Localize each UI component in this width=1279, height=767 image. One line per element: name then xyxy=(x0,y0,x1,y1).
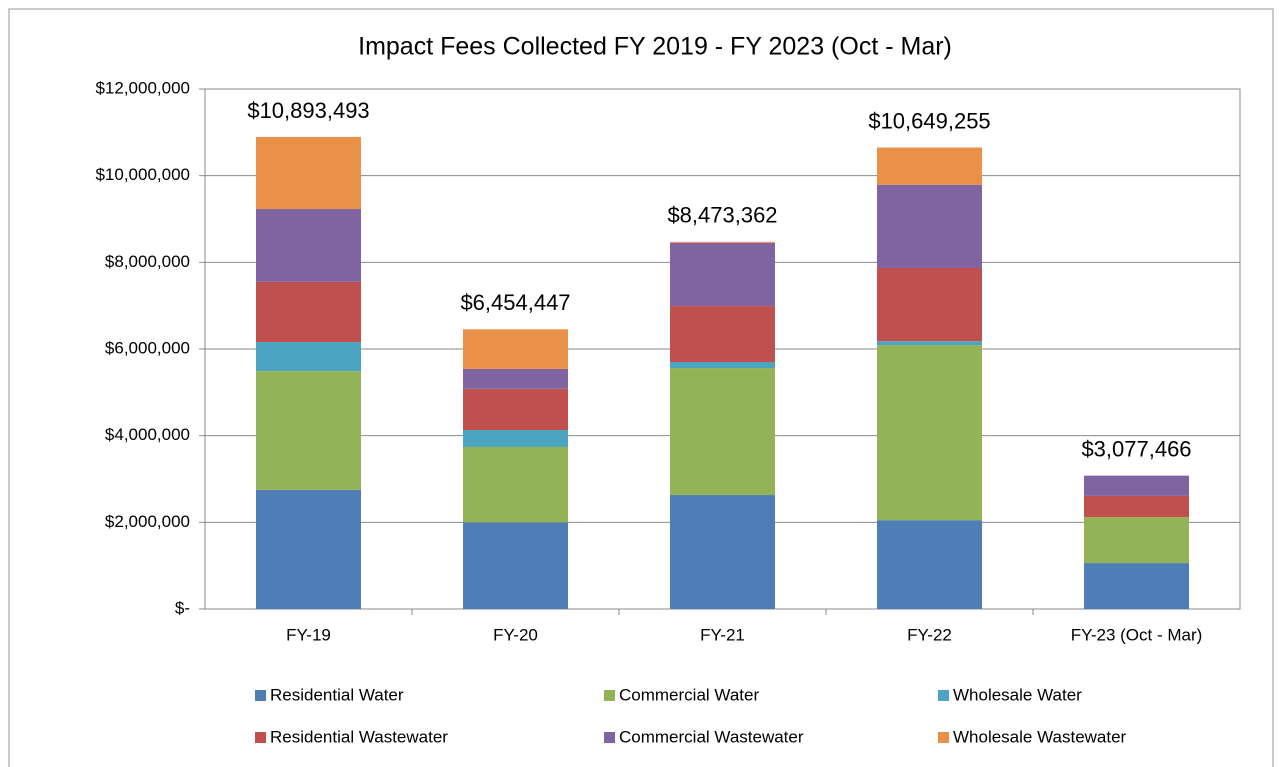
bar-segment xyxy=(256,371,361,490)
bar-segment xyxy=(256,342,361,372)
bar-segment xyxy=(877,520,982,609)
x-tick-label: FY-21 xyxy=(700,625,745,644)
chart-title: Impact Fees Collected FY 2019 - FY 2023 … xyxy=(358,33,952,61)
legend-label: Wholesale Water xyxy=(953,685,1082,704)
legend-label: Commercial Water xyxy=(619,685,759,704)
x-tick-label: FY-23 (Oct - Mar) xyxy=(1071,625,1203,644)
bar-segment xyxy=(256,489,361,609)
y-tick-label: $6,000,000 xyxy=(105,338,190,357)
bar-segment xyxy=(670,241,775,243)
bar-segment xyxy=(256,281,361,343)
bar-segment xyxy=(463,446,568,523)
y-tick-label: $2,000,000 xyxy=(105,512,190,531)
bar-segment xyxy=(670,495,775,609)
x-tick-label: FY-19 xyxy=(286,625,331,644)
total-label: $10,893,493 xyxy=(247,98,369,123)
legend-label: Wholesale Wastewater xyxy=(953,727,1127,746)
y-tick-label: $10,000,000 xyxy=(95,165,190,184)
y-tick-label: $- xyxy=(175,598,190,617)
bar-segment xyxy=(463,368,568,389)
bar-segment xyxy=(670,362,775,369)
bar-segment xyxy=(463,430,568,447)
bar-segment xyxy=(877,184,982,268)
total-label: $8,473,362 xyxy=(667,203,777,228)
bar-segment xyxy=(670,242,775,307)
chart-frame xyxy=(8,8,1274,767)
legend-label: Commercial Wastewater xyxy=(619,727,804,746)
bar-segment xyxy=(670,306,775,362)
bar-segment xyxy=(1084,495,1189,518)
legend-swatch xyxy=(938,732,949,743)
legend-swatch xyxy=(604,732,615,743)
bar-segment xyxy=(463,329,568,369)
bar-segment xyxy=(1084,517,1189,564)
bar-segment xyxy=(256,136,361,210)
legend-swatch xyxy=(255,732,266,743)
bar-segment xyxy=(877,267,982,342)
bar-segment xyxy=(877,345,982,521)
legend-swatch xyxy=(604,690,615,701)
x-tick-label: FY-22 xyxy=(907,625,952,644)
bar-segment xyxy=(463,522,568,609)
total-label: $3,077,466 xyxy=(1081,436,1191,461)
bar-segment xyxy=(256,209,361,282)
bar-segment xyxy=(877,341,982,346)
legend-swatch xyxy=(255,690,266,701)
x-tick-label: FY-20 xyxy=(493,625,538,644)
legend-swatch xyxy=(938,690,949,701)
bar-segment xyxy=(877,147,982,185)
total-label: $6,454,447 xyxy=(460,290,570,315)
y-tick-label: $8,000,000 xyxy=(105,252,190,271)
y-tick-label: $4,000,000 xyxy=(105,425,190,444)
bar-segment xyxy=(1084,563,1189,609)
total-label: $10,649,255 xyxy=(868,108,990,133)
y-tick-label: $12,000,000 xyxy=(95,78,190,97)
bar-segment xyxy=(463,388,568,431)
bar-segment xyxy=(1084,475,1189,496)
legend-label: Residential Wastewater xyxy=(270,727,448,746)
bar-segment xyxy=(670,368,775,496)
legend-label: Residential Water xyxy=(270,685,404,704)
